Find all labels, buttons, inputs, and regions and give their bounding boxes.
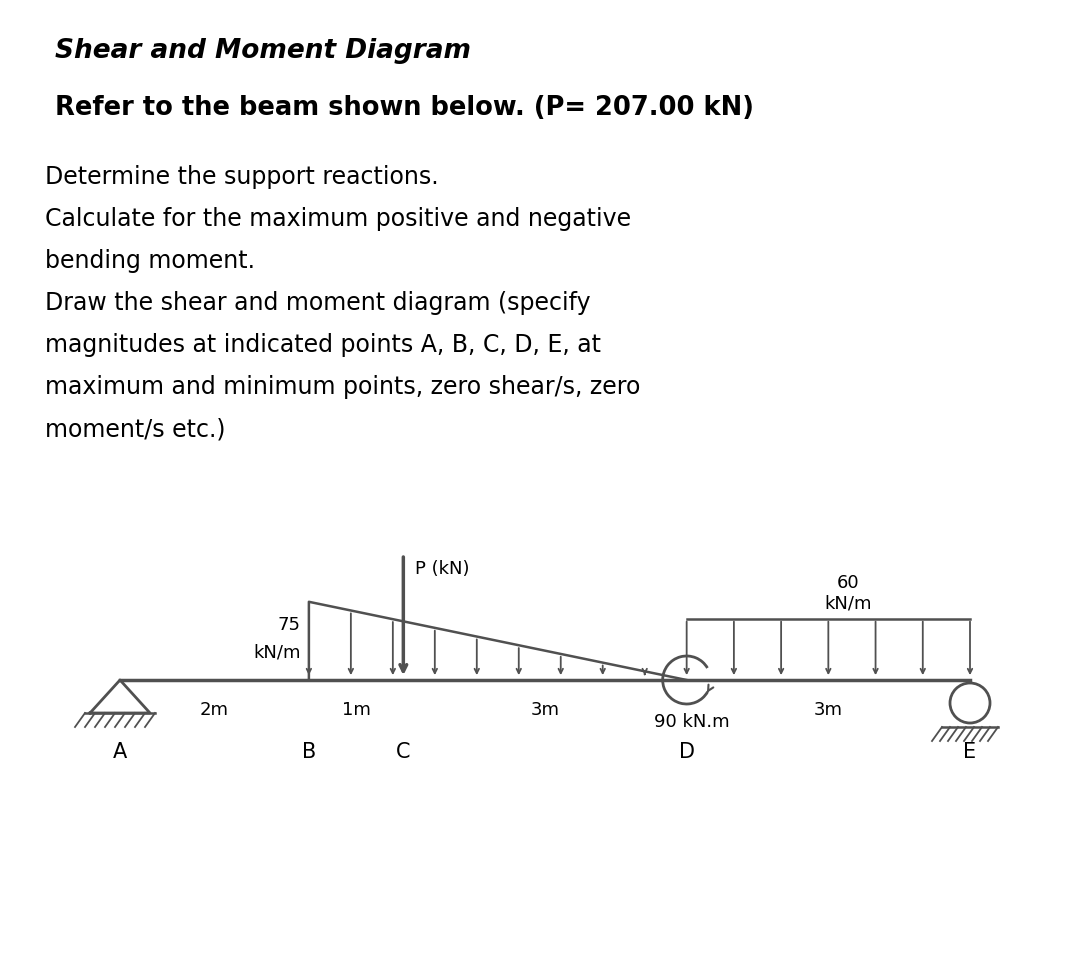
Text: 90 kN.m: 90 kN.m: [653, 713, 729, 731]
Text: bending moment.: bending moment.: [45, 249, 255, 273]
Text: 60: 60: [837, 574, 860, 592]
Text: Determine the support reactions.: Determine the support reactions.: [45, 165, 438, 189]
Text: 1m: 1m: [341, 701, 370, 719]
Text: A: A: [113, 742, 127, 762]
Text: 75: 75: [278, 617, 301, 634]
Text: Draw the shear and moment diagram (specify: Draw the shear and moment diagram (speci…: [45, 291, 591, 315]
Text: kN/m: kN/m: [825, 595, 872, 613]
Text: 3m: 3m: [814, 701, 842, 719]
Text: 3m: 3m: [530, 701, 559, 719]
Text: Calculate for the maximum positive and negative: Calculate for the maximum positive and n…: [45, 207, 631, 231]
Text: E: E: [963, 742, 976, 762]
Text: kN/m: kN/m: [254, 643, 301, 662]
Text: moment/s etc.): moment/s etc.): [45, 417, 226, 441]
Text: Refer to the beam shown below. (P= 207.00 kN): Refer to the beam shown below. (P= 207.0…: [55, 95, 754, 121]
Text: magnitudes at indicated points A, B, C, D, E, at: magnitudes at indicated points A, B, C, …: [45, 333, 600, 357]
Text: B: B: [301, 742, 316, 762]
Text: maximum and minimum points, zero shear/s, zero: maximum and minimum points, zero shear/s…: [45, 375, 640, 399]
Text: C: C: [396, 742, 410, 762]
Text: D: D: [678, 742, 694, 762]
Text: Shear and Moment Diagram: Shear and Moment Diagram: [55, 38, 471, 64]
Text: 2m: 2m: [200, 701, 229, 719]
Text: P (kN): P (kN): [416, 560, 470, 578]
